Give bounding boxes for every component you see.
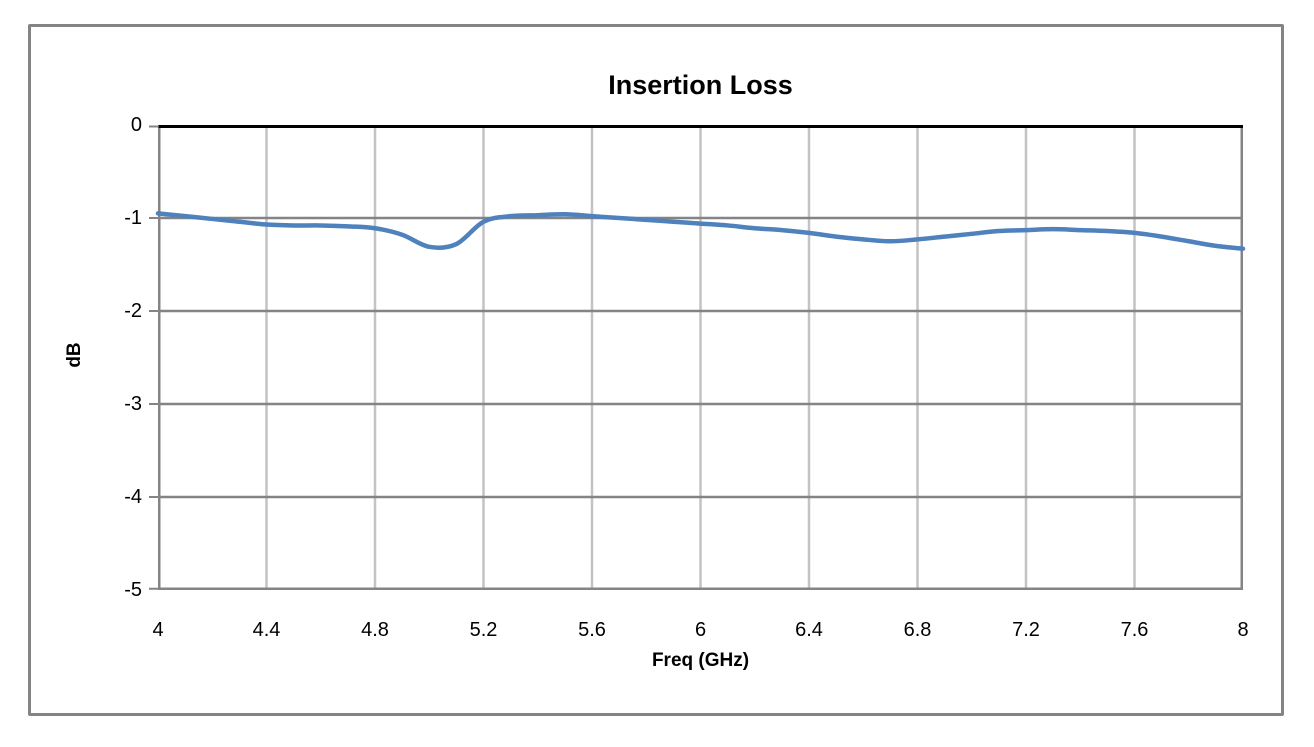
x-tick-label: 6.8 (903, 619, 932, 641)
chart-outer-border (28, 24, 1284, 716)
chart-title: Insertion Loss (608, 70, 793, 100)
x-tick-label: 5.6 (578, 619, 606, 641)
y-tick-label: -2 (124, 300, 142, 322)
x-tick-label: 8 (1237, 619, 1249, 641)
x-tick-label: 4.8 (361, 619, 389, 641)
y-axis-title: dB (64, 342, 85, 368)
x-axis-title: Freq (GHz) (651, 650, 750, 671)
x-tick-label: 7.6 (1120, 619, 1149, 641)
y-tick-label: -3 (124, 393, 142, 415)
y-tick-label: -4 (124, 486, 142, 508)
y-tick-label: -5 (124, 579, 142, 601)
y-tick-label: -1 (124, 207, 142, 229)
x-tick-label: 4.4 (252, 619, 281, 641)
series-line (155, 211, 1246, 251)
x-tick-label: 7.2 (1012, 619, 1040, 641)
plot-area-svg (149, 125, 1246, 590)
x-tick-label: 5.2 (469, 619, 498, 641)
x-tick-label: 6 (694, 619, 707, 641)
x-tick-label: 4 (152, 619, 164, 641)
x-tick-label: 6.4 (795, 619, 823, 641)
y-tick-label: 0 (130, 114, 142, 136)
